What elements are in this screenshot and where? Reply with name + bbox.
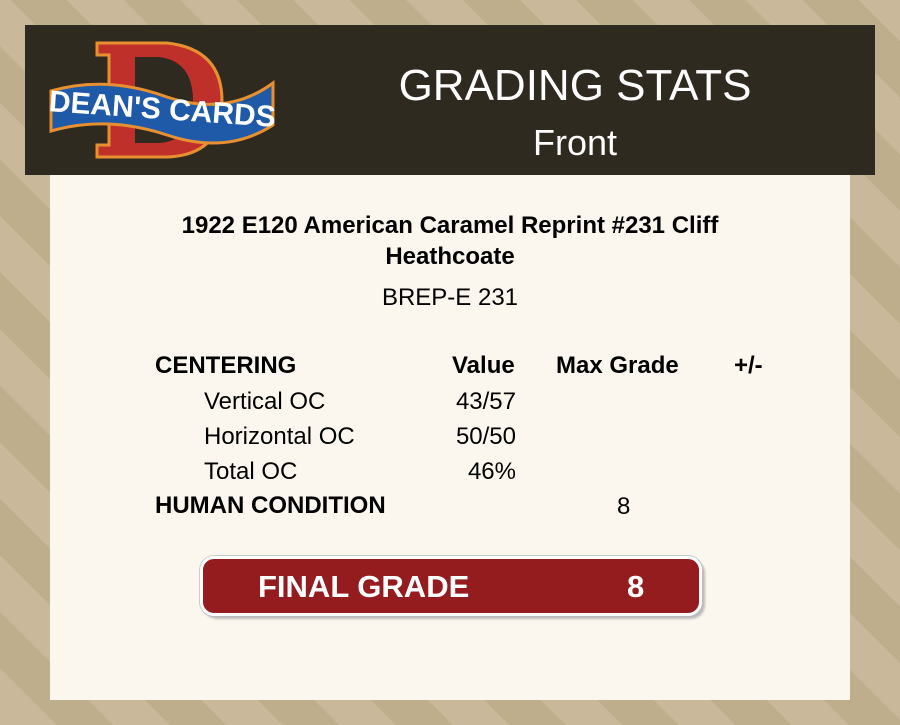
human-condition-grade: 8 (617, 493, 631, 520)
deans-cards-logo: DEAN'S CARDS (48, 41, 277, 159)
row-value: 43/57 (455, 388, 516, 415)
card-title: 1922 E120 American Caramel Reprint #231 … (181, 212, 719, 270)
header: DEAN'S CARDS GRADING STATS Front (25, 25, 875, 175)
final-grade-label: FINAL GRADE (258, 569, 470, 604)
row-label: Vertical OC (204, 388, 326, 415)
card-code: BREP-E 231 (381, 284, 519, 311)
page-subtitle: Front (532, 122, 618, 163)
row-label: Total OC (204, 458, 298, 485)
final-grade-banner: FINAL GRADE 8 (200, 556, 702, 616)
row-value: 46% (467, 458, 516, 485)
human-condition-label: HUMAN CONDITION (155, 492, 386, 519)
row-label: Horizontal OC (204, 423, 355, 450)
plus-minus-header: +/- (734, 352, 763, 379)
page-title: GRADING STATS (398, 61, 752, 110)
final-grade-value: 8 (627, 569, 645, 604)
centering-header: CENTERING (155, 352, 297, 379)
value-header: Value (452, 352, 515, 379)
max-grade-header: Max Grade (556, 352, 679, 379)
row-value: 50/50 (455, 423, 516, 450)
